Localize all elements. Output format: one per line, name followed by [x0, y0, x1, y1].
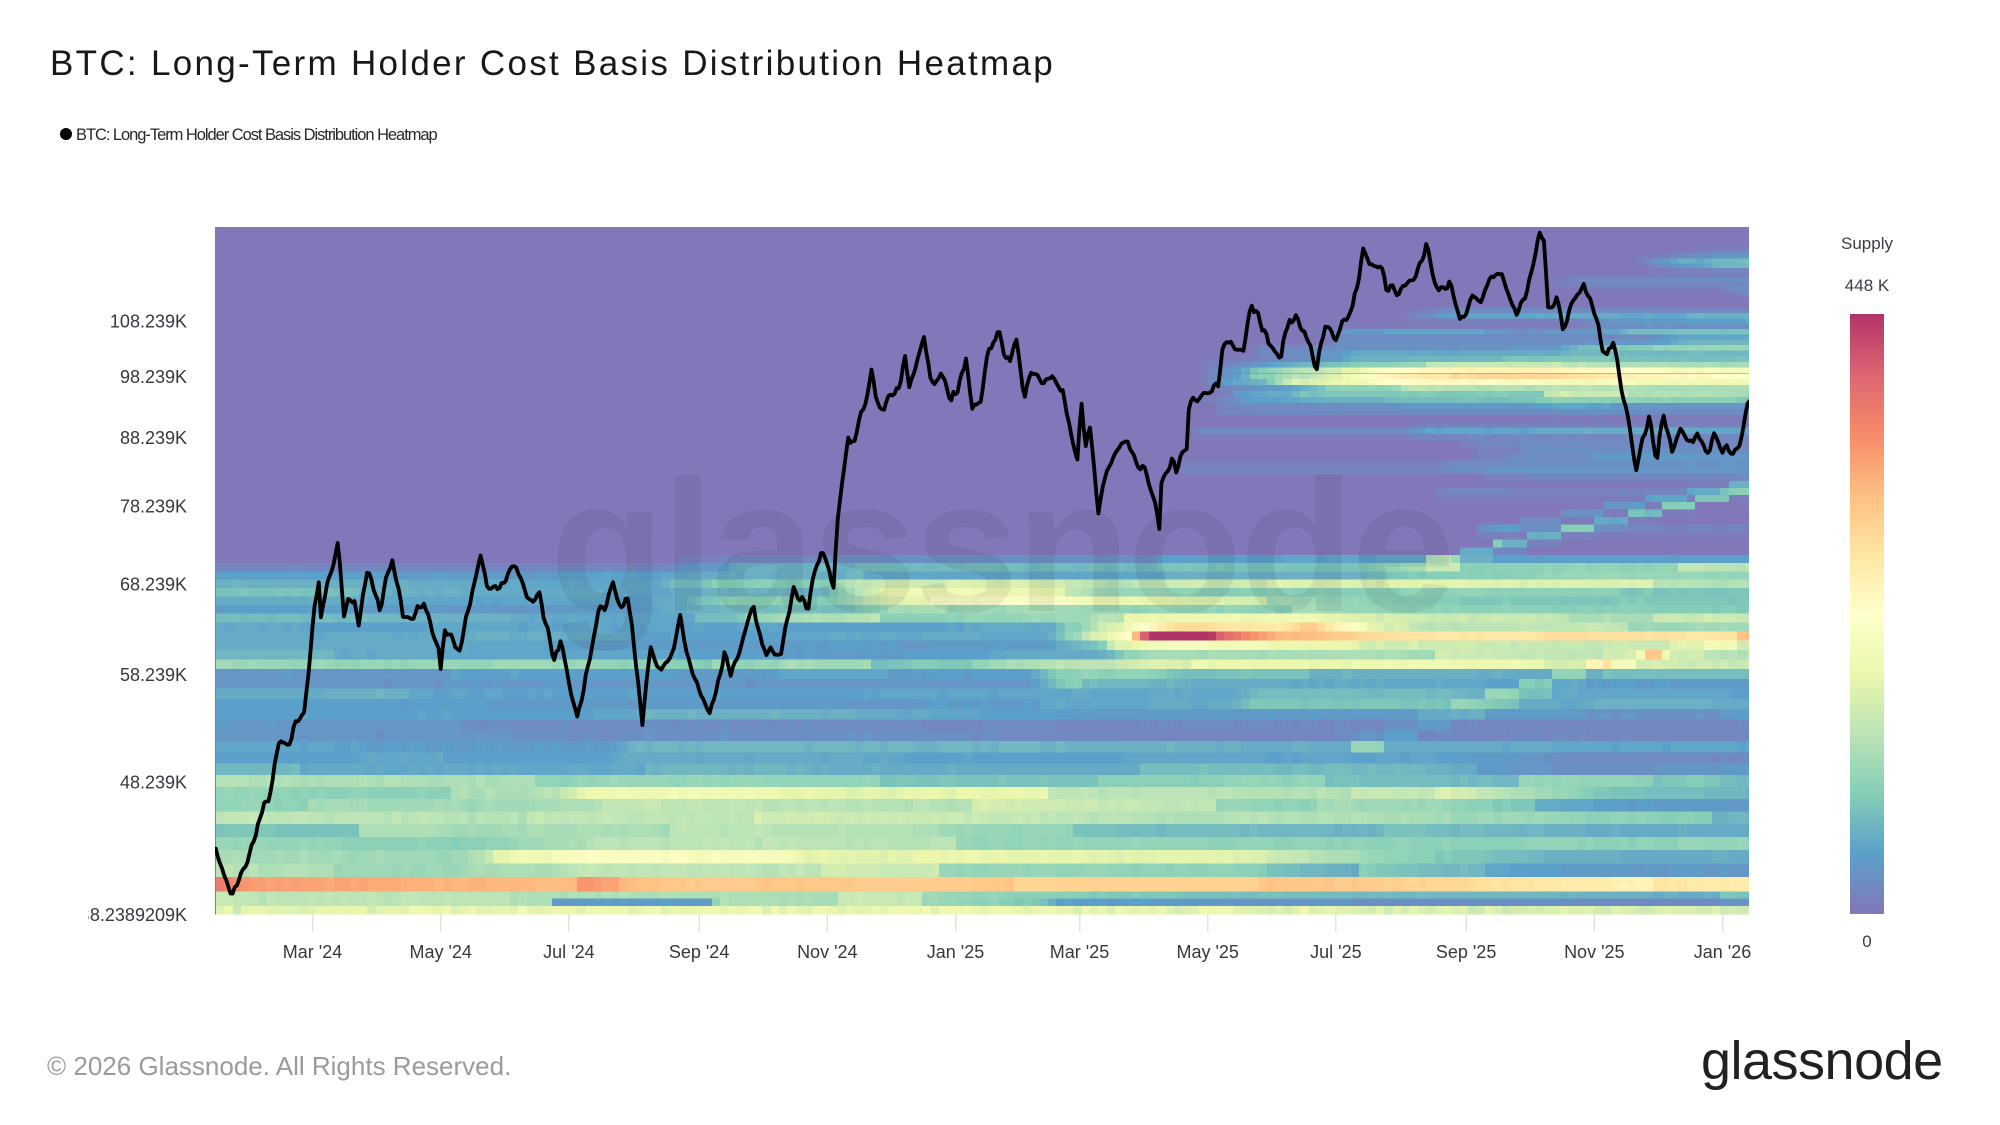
svg-text:108.239K: 108.239K: [110, 312, 187, 332]
svg-text:Sep '25: Sep '25: [1436, 942, 1497, 962]
svg-text:58.239K: 58.239K: [120, 665, 187, 685]
svg-text:May '25: May '25: [1176, 942, 1238, 962]
svg-text:Mar '25: Mar '25: [1050, 942, 1109, 962]
svg-text:68.239K: 68.239K: [120, 575, 187, 595]
svg-text:98.239K: 98.239K: [120, 367, 187, 387]
svg-text:Jan '26: Jan '26: [1694, 942, 1751, 962]
svg-text:Jul '24: Jul '24: [543, 942, 594, 962]
svg-text:Jan '25: Jan '25: [927, 942, 984, 962]
svg-text:Mar '24: Mar '24: [283, 942, 342, 962]
svg-text:Sep '24: Sep '24: [669, 942, 730, 962]
svg-text:448 K: 448 K: [1845, 276, 1890, 295]
svg-text:Jul '25: Jul '25: [1310, 942, 1361, 962]
svg-text:88.239K: 88.239K: [120, 428, 187, 448]
svg-text:48.239K: 48.239K: [120, 772, 187, 792]
svg-text:38.2389209K: 38.2389209K: [80, 905, 187, 925]
svg-text:0: 0: [1862, 932, 1871, 951]
svg-text:May '24: May '24: [409, 942, 471, 962]
svg-text:Nov '24: Nov '24: [797, 942, 857, 962]
svg-text:Supply: Supply: [1841, 234, 1893, 253]
svg-text:Nov '25: Nov '25: [1564, 942, 1624, 962]
svg-text:78.239K: 78.239K: [120, 497, 187, 517]
